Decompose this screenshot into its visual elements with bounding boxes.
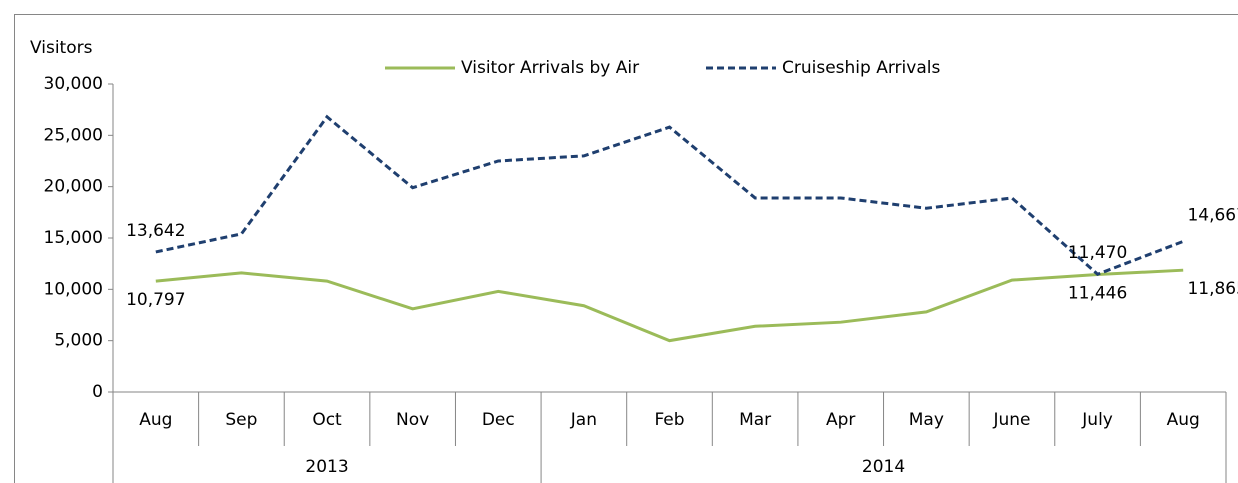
x-tick-label: Aug [139, 410, 172, 430]
series-line [155, 268, 1184, 343]
x-tick-label: Feb [654, 410, 684, 430]
x-tick-label: Apr [826, 410, 855, 430]
series-line [155, 114, 1184, 276]
legend-label: Visitor Arrivals by Air [461, 58, 639, 78]
x-tick-label: Sep [225, 410, 257, 430]
data-label: 11,470 [1068, 243, 1127, 263]
y-tick-label: 30,000 [44, 74, 103, 94]
legend-label: Cruiseship Arrivals [782, 58, 940, 78]
x-tick-label: Aug [1167, 410, 1200, 430]
y-tick-label: 5,000 [54, 331, 103, 351]
y-tick-label: 20,000 [44, 177, 103, 197]
x-tick-label: Nov [396, 410, 429, 430]
data-label: 14,667 [1187, 205, 1238, 225]
y-tick-label: 25,000 [44, 125, 103, 145]
x-tick-label: May [909, 410, 944, 430]
x-tick-label: July [1081, 410, 1113, 430]
group-label: 2013 [305, 457, 348, 477]
data-label: 10,797 [126, 290, 185, 310]
data-label: 13,642 [126, 221, 185, 241]
data-label: 11,865 [1187, 279, 1238, 299]
y-tick-label: 10,000 [44, 279, 103, 299]
y-axis-label: Visitors [30, 38, 93, 58]
chart-frame [14, 14, 1238, 483]
y-tick-label: 15,000 [44, 228, 103, 248]
x-tick-label: Oct [312, 410, 342, 430]
x-tick-label: Jan [570, 410, 597, 430]
y-tick-label: 0 [92, 382, 103, 402]
x-tick-label: Mar [739, 410, 771, 430]
x-tick-label: Dec [482, 410, 515, 430]
data-label: 11,446 [1068, 283, 1127, 303]
x-tick-label: June [992, 410, 1030, 430]
group-label: 2014 [862, 457, 905, 477]
